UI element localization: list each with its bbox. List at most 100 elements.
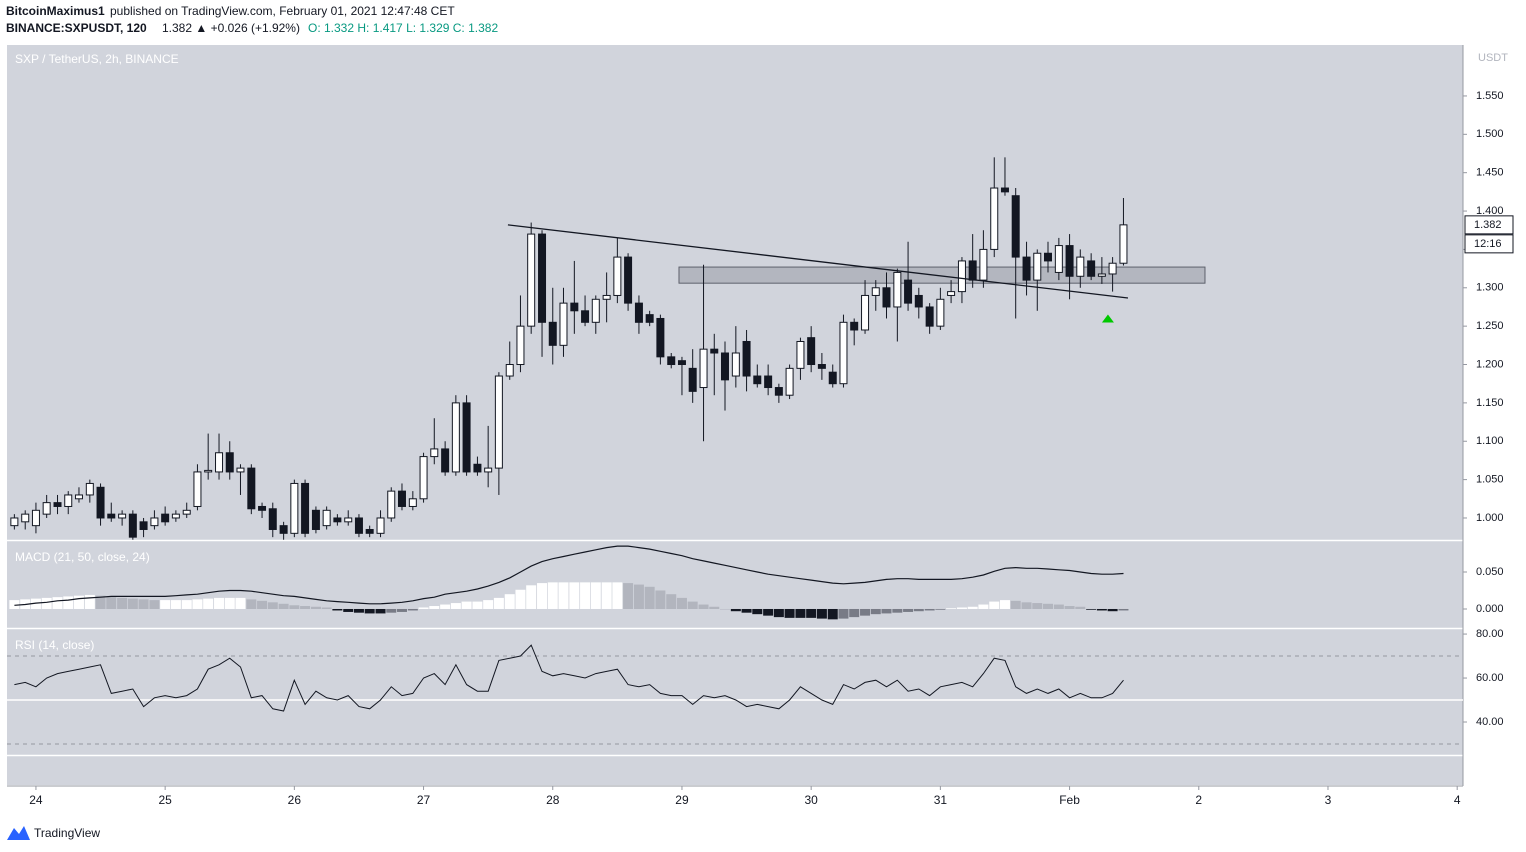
x-tick-label: 29 bbox=[675, 793, 689, 807]
candle-body bbox=[1097, 273, 1106, 277]
candle-body bbox=[462, 402, 471, 473]
macd-histogram-bar bbox=[504, 594, 515, 609]
x-tick-label: 4 bbox=[1454, 793, 1461, 807]
macd-histogram-bar bbox=[321, 607, 332, 609]
x-tick-label: 3 bbox=[1325, 793, 1332, 807]
macd-histogram-bar bbox=[343, 608, 354, 612]
macd-histogram-bar bbox=[278, 603, 289, 609]
macd-histogram-bar bbox=[967, 606, 978, 609]
candle-body bbox=[193, 471, 202, 507]
macd-histogram-bar bbox=[913, 608, 924, 612]
candle-body bbox=[74, 494, 83, 500]
macd-histogram-bar bbox=[1075, 606, 1086, 609]
candle-body bbox=[1065, 245, 1074, 277]
candle-body bbox=[764, 375, 773, 389]
macd-histogram-bar bbox=[450, 603, 461, 609]
candle-body bbox=[731, 352, 740, 377]
macd-histogram-bar bbox=[310, 606, 321, 609]
candle-body bbox=[828, 371, 837, 385]
macd-histogram-bar bbox=[526, 585, 537, 609]
candle-body bbox=[139, 521, 148, 530]
macd-histogram-bar bbox=[289, 605, 300, 609]
candle-body bbox=[150, 517, 159, 527]
macd-histogram-bar bbox=[838, 608, 849, 619]
y-tick-label: 80.00 bbox=[1476, 628, 1504, 640]
candle-body bbox=[247, 467, 256, 510]
macd-histogram-bar bbox=[935, 608, 946, 610]
macd-histogram-bar bbox=[956, 607, 967, 609]
candle-body bbox=[419, 456, 428, 500]
x-tick-label: Feb bbox=[1059, 793, 1080, 807]
macd-histogram-bar bbox=[601, 582, 612, 609]
candle-body bbox=[624, 256, 633, 304]
candle-body bbox=[1076, 256, 1085, 277]
candle-body bbox=[53, 502, 62, 507]
countdown: 12:16 bbox=[1474, 238, 1502, 250]
macd-histogram-bar bbox=[515, 589, 526, 609]
candle-body bbox=[204, 469, 213, 473]
candle-body bbox=[290, 482, 299, 534]
macd-histogram-bar bbox=[719, 608, 730, 610]
macd-histogram-bar bbox=[655, 590, 666, 609]
macd-histogram-bar bbox=[795, 608, 806, 618]
candle-body bbox=[322, 509, 331, 527]
candle-body bbox=[645, 314, 654, 323]
macd-histogram-bar bbox=[806, 608, 817, 618]
macd-histogram-bar bbox=[117, 597, 128, 609]
candle-body bbox=[774, 387, 783, 396]
macd-histogram-bar bbox=[547, 582, 558, 609]
candle-body bbox=[634, 302, 643, 323]
candle-body bbox=[925, 306, 934, 327]
candle-body bbox=[311, 509, 320, 530]
macd-histogram-bar bbox=[763, 608, 774, 616]
candle-body bbox=[387, 490, 396, 519]
candle-body bbox=[1043, 252, 1052, 262]
candle-body bbox=[882, 287, 891, 308]
x-tick-label: 31 bbox=[934, 793, 948, 807]
candle-body bbox=[893, 271, 902, 308]
time-axis-background bbox=[0, 787, 1526, 815]
rsi-title: RSI (14, close) bbox=[15, 638, 94, 652]
macd-histogram-bar bbox=[827, 608, 838, 620]
y-tick-label: 1.500 bbox=[1476, 128, 1504, 140]
macd-histogram-bar bbox=[364, 608, 375, 614]
candle-body bbox=[1054, 245, 1063, 273]
macd-histogram-bar bbox=[784, 608, 795, 618]
macd-histogram-bar bbox=[687, 601, 698, 609]
candle-body bbox=[1087, 260, 1096, 277]
footer-logo: TradingView bbox=[7, 826, 100, 840]
candle-body bbox=[430, 448, 439, 458]
macd-histogram-bar bbox=[1032, 603, 1043, 609]
candle-body bbox=[441, 448, 450, 473]
y-tick-label: 1.250 bbox=[1476, 320, 1504, 332]
macd-histogram-bar bbox=[569, 582, 580, 609]
candle-body bbox=[225, 452, 234, 473]
macd-histogram-bar bbox=[676, 597, 687, 609]
y-tick-label: 1.450 bbox=[1476, 167, 1504, 179]
macd-histogram-bar bbox=[730, 608, 741, 612]
last-price-box bbox=[1464, 215, 1514, 235]
macd-histogram-bar bbox=[870, 608, 881, 615]
macd-histogram-bar bbox=[644, 586, 655, 609]
candle-body bbox=[96, 486, 105, 519]
candle-body bbox=[1108, 262, 1117, 275]
candle-body bbox=[990, 187, 999, 250]
macd-line bbox=[14, 545, 1124, 606]
author: BitcoinMaximus1 bbox=[6, 4, 105, 18]
candle-body bbox=[171, 513, 180, 519]
macd-histogram-bar bbox=[924, 608, 935, 611]
macd-histogram-bar bbox=[127, 598, 138, 609]
candle-body bbox=[581, 310, 590, 323]
macd-title: MACD (21, 50, close, 24) bbox=[15, 550, 150, 564]
macd-histogram-bar bbox=[1010, 600, 1021, 609]
macd-histogram-bar bbox=[860, 608, 871, 616]
candle-body bbox=[1000, 187, 1009, 193]
macd-histogram-bar bbox=[224, 597, 235, 609]
support-zone bbox=[678, 266, 1206, 284]
macd-histogram-bar bbox=[590, 582, 601, 609]
macd-histogram-bar bbox=[440, 604, 451, 609]
y-tick-label: 1.200 bbox=[1476, 358, 1504, 370]
macd-histogram-bar bbox=[429, 606, 440, 609]
x-tick-label: 2 bbox=[1195, 793, 1202, 807]
macd-histogram-bar bbox=[386, 608, 397, 613]
